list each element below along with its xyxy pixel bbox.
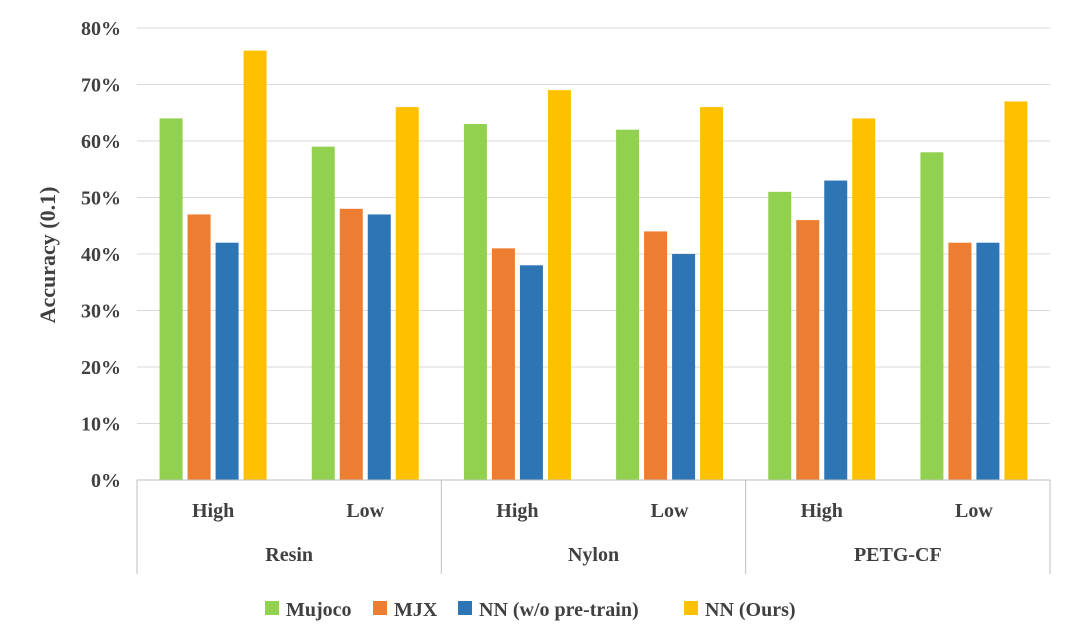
x-axis-categories: High Low High Low High Low Resin Nylon PETG-CF	[136, 479, 1051, 574]
y-tick-label: 10%	[81, 414, 121, 436]
bar-nn-ours-1	[395, 107, 419, 480]
legend-label: Mujoco	[286, 599, 352, 621]
bar-mjx-1	[339, 208, 363, 481]
bar-mujoco-3	[616, 129, 640, 480]
legend-label: NN (Ours)	[705, 599, 796, 621]
x-group-label: PETG-CF	[854, 544, 942, 566]
bar-mujoco-5	[920, 152, 944, 481]
legend-item: NN (Ours)	[684, 599, 796, 621]
legend-swatch	[458, 601, 472, 615]
x-category-label: High	[192, 500, 234, 522]
legend-swatch	[373, 601, 387, 615]
x-category-label: High	[496, 500, 538, 522]
bar-nn-ours-5	[1004, 101, 1028, 480]
y-tick-label: 60%	[81, 131, 121, 153]
y-tick-label: 30%	[81, 301, 121, 323]
y-tick-label: 80%	[81, 18, 121, 40]
x-category-label: Low	[955, 500, 993, 522]
legend-item: NN (w/o pre-train)	[458, 599, 639, 621]
bar-mjx-0	[187, 214, 211, 480]
bar-nn-w-o-pre-train-4	[824, 180, 848, 481]
legend-swatch	[684, 601, 698, 615]
bar-mjx-5	[948, 242, 972, 480]
legend-label: NN (w/o pre-train)	[479, 599, 639, 621]
bar-nn-ours-2	[547, 90, 571, 481]
bar-mjx-4	[796, 220, 820, 480]
bars	[159, 50, 1028, 481]
bar-mujoco-0	[159, 118, 183, 481]
y-tick-label: 0%	[91, 470, 121, 492]
bar-nn-w-o-pre-train-1	[367, 214, 391, 480]
x-group-label: Nylon	[568, 544, 619, 566]
bar-nn-w-o-pre-train-3	[672, 254, 696, 480]
bar-nn-w-o-pre-train-2	[519, 265, 543, 480]
x-category-label: Low	[651, 500, 689, 522]
y-axis-title: Accuracy (0.1)	[35, 187, 60, 324]
bar-mjx-3	[644, 231, 668, 480]
bar-nn-ours-3	[700, 107, 724, 480]
y-axis-ticks: 0% 10% 20% 30% 40% 50% 60% 70% 80%	[81, 18, 121, 492]
y-tick-label: 40%	[81, 244, 121, 266]
gridlines	[137, 27, 1050, 481]
bar-mujoco-4	[768, 191, 792, 480]
x-group-label: Resin	[265, 544, 313, 566]
y-tick-label: 70%	[81, 75, 121, 97]
legend-item: MJX	[373, 599, 438, 621]
bar-nn-ours-4	[852, 118, 876, 481]
bar-nn-w-o-pre-train-0	[215, 242, 239, 480]
y-tick-label: 50%	[81, 188, 121, 210]
x-category-label: Low	[346, 500, 384, 522]
bar-nn-ours-0	[243, 50, 267, 480]
legend-swatch	[265, 601, 279, 615]
legend-label: MJX	[394, 599, 438, 621]
y-tick-label: 20%	[81, 357, 121, 379]
legend: Mujoco MJX NN (w/o pre-train) NN (Ours)	[265, 599, 796, 621]
bar-mujoco-2	[463, 124, 487, 481]
x-category-label: High	[801, 500, 843, 522]
bar-nn-w-o-pre-train-5	[976, 242, 1000, 480]
bar-mujoco-1	[311, 146, 335, 480]
legend-item: Mujoco	[265, 599, 352, 621]
bar-mjx-2	[491, 248, 515, 480]
